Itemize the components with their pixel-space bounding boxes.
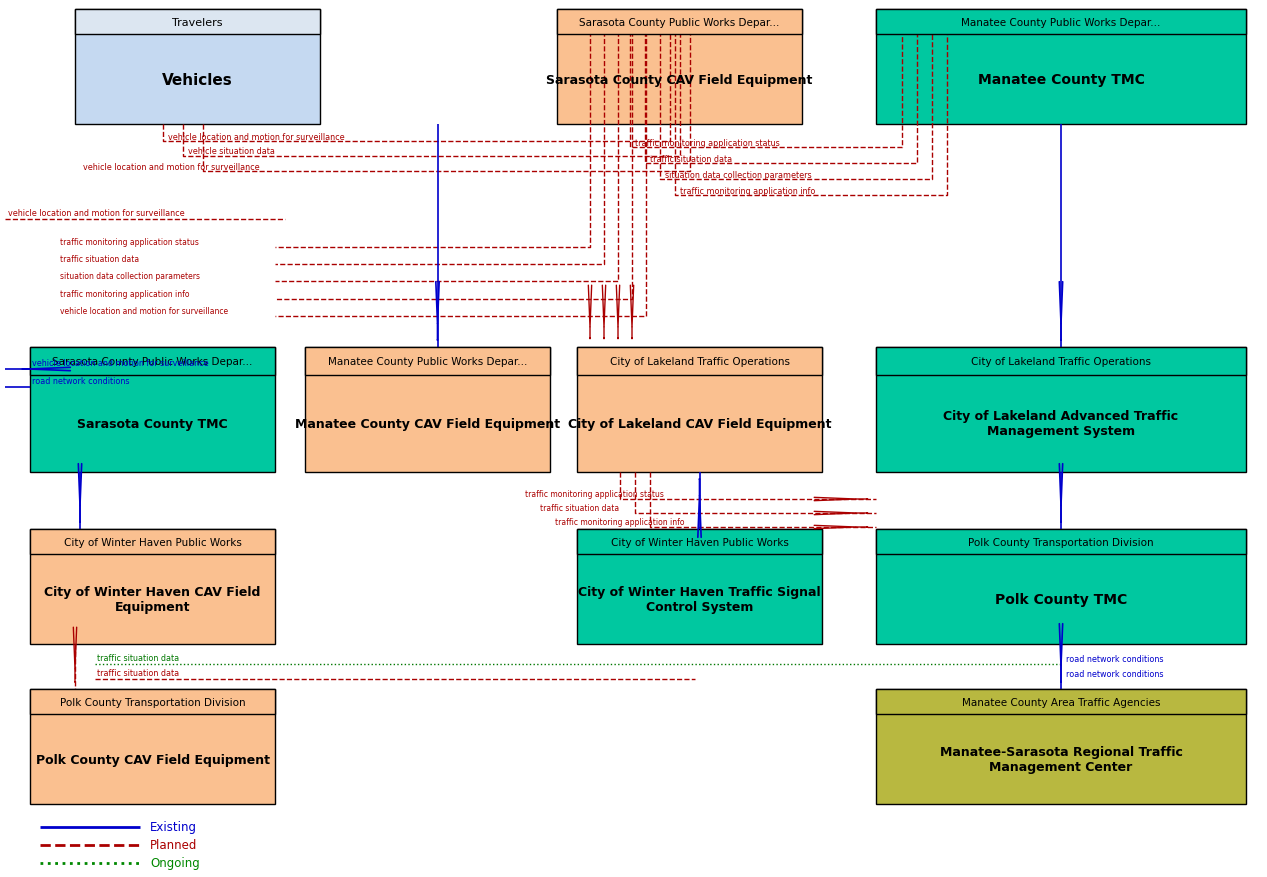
Text: Vehicles: Vehicles — [162, 73, 233, 88]
Text: traffic situation data: traffic situation data — [98, 669, 179, 678]
Bar — [557, 10, 802, 35]
Bar — [30, 689, 275, 804]
Text: Sarasota County Public Works Depar...: Sarasota County Public Works Depar... — [52, 356, 252, 367]
Text: situation data collection parameters: situation data collection parameters — [60, 272, 200, 282]
Text: traffic monitoring application status: traffic monitoring application status — [635, 139, 779, 147]
Bar — [305, 347, 550, 375]
Bar — [30, 689, 275, 715]
Text: traffic monitoring application info: traffic monitoring application info — [60, 290, 190, 299]
Text: traffic situation data: traffic situation data — [650, 154, 732, 163]
Text: Sarasota County CAV Field Equipment: Sarasota County CAV Field Equipment — [546, 74, 812, 87]
Text: City of Lakeland Traffic Operations: City of Lakeland Traffic Operations — [971, 356, 1150, 367]
Text: vehicle location and motion for surveillance: vehicle location and motion for surveill… — [8, 210, 185, 218]
Text: traffic monitoring application info: traffic monitoring application info — [555, 518, 684, 527]
Bar — [875, 347, 1245, 375]
Text: vehicle location and motion for surveillance: vehicle location and motion for surveill… — [32, 359, 209, 368]
Text: Manatee County Public Works Depar...: Manatee County Public Works Depar... — [962, 18, 1161, 27]
Bar — [875, 530, 1245, 554]
Bar — [875, 10, 1245, 125]
Bar — [875, 689, 1245, 804]
Text: road network conditions: road network conditions — [1066, 655, 1163, 664]
Bar — [557, 10, 802, 125]
Text: road network conditions: road network conditions — [1066, 670, 1163, 679]
Text: vehicle location and motion for surveillance: vehicle location and motion for surveill… — [60, 307, 228, 316]
Text: traffic monitoring application status: traffic monitoring application status — [60, 239, 199, 247]
Text: City of Lakeland Advanced Traffic
Management System: City of Lakeland Advanced Traffic Manage… — [944, 410, 1178, 438]
Text: Ongoing: Ongoing — [150, 857, 200, 869]
Text: Planned: Planned — [150, 838, 198, 852]
Bar — [576, 530, 822, 554]
Text: City of Winter Haven Public Works: City of Winter Haven Public Works — [63, 537, 242, 547]
Bar — [576, 347, 822, 473]
Text: City of Winter Haven Traffic Signal
Control System: City of Winter Haven Traffic Signal Cont… — [578, 586, 821, 613]
Text: City of Winter Haven Public Works: City of Winter Haven Public Works — [611, 537, 788, 547]
Bar — [875, 347, 1245, 473]
Text: Polk County Transportation Division: Polk County Transportation Division — [968, 537, 1154, 547]
Text: situation data collection parameters: situation data collection parameters — [665, 170, 812, 179]
Bar — [875, 530, 1245, 645]
Bar — [576, 530, 822, 645]
Text: Manatee County CAV Field Equipment: Manatee County CAV Field Equipment — [295, 417, 560, 431]
Text: Travelers: Travelers — [172, 18, 223, 27]
Text: Manatee County Public Works Depar...: Manatee County Public Works Depar... — [328, 356, 527, 367]
Text: road network conditions: road network conditions — [32, 377, 129, 386]
Text: Existing: Existing — [150, 821, 196, 833]
Bar — [875, 689, 1245, 715]
Bar — [75, 10, 321, 35]
Text: vehicle location and motion for surveillance: vehicle location and motion for surveill… — [169, 132, 345, 141]
Text: traffic situation data: traffic situation data — [60, 255, 139, 264]
Text: City of Lakeland Traffic Operations: City of Lakeland Traffic Operations — [609, 356, 789, 367]
Text: Polk County Transportation Division: Polk County Transportation Division — [60, 697, 246, 707]
Bar — [576, 347, 822, 375]
Bar — [30, 347, 275, 473]
Bar — [30, 530, 275, 554]
Text: traffic monitoring application status: traffic monitoring application status — [525, 490, 664, 499]
Bar — [75, 10, 321, 125]
Text: Sarasota County TMC: Sarasota County TMC — [77, 417, 228, 431]
Text: traffic situation data: traffic situation data — [98, 653, 179, 663]
Text: City of Winter Haven CAV Field
Equipment: City of Winter Haven CAV Field Equipment — [44, 586, 261, 613]
Text: Manatee County Area Traffic Agencies: Manatee County Area Traffic Agencies — [962, 697, 1161, 707]
Text: vehicle situation data: vehicle situation data — [188, 147, 275, 156]
Bar — [30, 530, 275, 645]
Text: Manatee-Sarasota Regional Traffic
Management Center: Manatee-Sarasota Regional Traffic Manage… — [940, 745, 1182, 774]
Text: Sarasota County Public Works Depar...: Sarasota County Public Works Depar... — [579, 18, 779, 27]
Text: Polk County CAV Field Equipment: Polk County CAV Field Equipment — [35, 752, 270, 766]
Bar — [875, 10, 1245, 35]
Text: traffic situation data: traffic situation data — [540, 504, 620, 513]
Text: City of Lakeland CAV Field Equipment: City of Lakeland CAV Field Equipment — [568, 417, 831, 431]
Bar — [305, 347, 550, 473]
Text: Manatee County TMC: Manatee County TMC — [978, 73, 1144, 87]
Text: traffic monitoring application info: traffic monitoring application info — [680, 186, 816, 196]
Bar — [30, 347, 275, 375]
Text: Polk County TMC: Polk County TMC — [995, 593, 1128, 607]
Text: vehicle location and motion for surveillance: vehicle location and motion for surveill… — [84, 162, 260, 171]
